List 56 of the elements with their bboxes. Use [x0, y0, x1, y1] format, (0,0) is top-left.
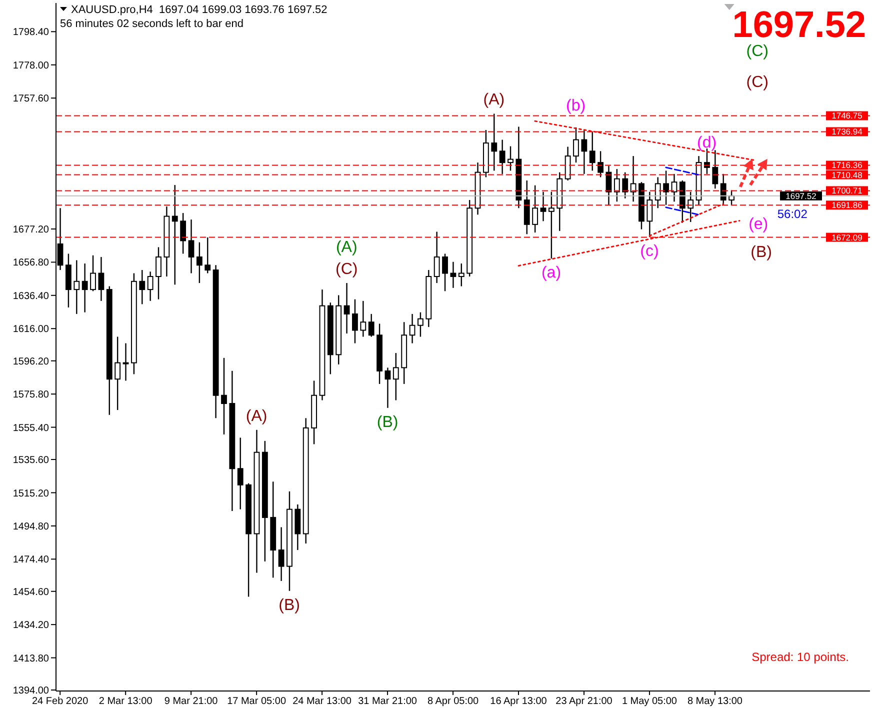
- y-tick-label: 1798.40: [12, 27, 50, 38]
- ref-line-label: 1697.52: [786, 190, 817, 201]
- annotation: (c): [640, 242, 659, 260]
- y-tick-label: 1555.40: [12, 422, 50, 434]
- y-tick-label: 1778.00: [12, 60, 50, 72]
- annotation: (A): [483, 91, 505, 108]
- y-tick-label: 1677.20: [12, 224, 50, 236]
- ref-line-label: 1710.48: [832, 170, 863, 180]
- y-tick-label: 1757.60: [12, 94, 50, 105]
- ref-line-label: 1672.09: [832, 232, 863, 242]
- annotation: (B): [750, 243, 772, 260]
- annotation: (B): [376, 413, 398, 430]
- y-tick-label: 1413.80: [12, 653, 50, 664]
- y-tick-label: 1535.60: [12, 455, 50, 466]
- y-tick-label: 1494.80: [12, 521, 50, 532]
- chart-title: XAUUSD.pro,H4 1697.04 1699.03 1693.76 1697.52: [71, 4, 328, 16]
- y-tick-label: 1474.40: [12, 554, 50, 566]
- ref-line-label: 1736.94: [832, 126, 863, 137]
- x-tick-label: 16 Apr 13:00: [490, 696, 548, 708]
- text: 56:02: [777, 206, 808, 221]
- ref-line-label: 1716.36: [832, 160, 863, 170]
- y-tick-label: 1394.00: [12, 686, 50, 697]
- annotation: (C): [746, 42, 768, 60]
- x-tick-label: 2 Mar 13:00: [98, 696, 153, 708]
- ref-line-label: 1700.71: [832, 186, 863, 196]
- y-tick-label: 1636.40: [12, 290, 50, 302]
- annotation: (C): [335, 260, 358, 278]
- ref-line-label: 1746.75: [832, 110, 863, 121]
- y-tick-label: 1454.60: [12, 586, 50, 598]
- annotation: (e): [748, 215, 768, 232]
- x-tick-label: 8 May 13:00: [687, 696, 743, 708]
- y-tick-label: 1515.20: [12, 488, 50, 500]
- annotation: (C): [746, 73, 768, 90]
- x-tick-label: 9 Mar 21:00: [164, 696, 218, 708]
- y-tick-label: 1656.80: [12, 258, 50, 269]
- x-tick-label: 23 Apr 21:00: [556, 696, 613, 708]
- y-tick-label: 1616.00: [12, 324, 50, 336]
- annotation: (B): [278, 596, 300, 614]
- annotation: Spread: 10 points.: [752, 650, 849, 664]
- x-tick-label: 17 Mar 05:00: [227, 696, 286, 708]
- x-tick-label: 8 Apr 05:00: [427, 696, 480, 708]
- y-tick-label: 1434.20: [12, 620, 50, 632]
- annotation: (a): [541, 264, 562, 282]
- y-tick-label: 1575.80: [12, 390, 50, 401]
- text: 56 minutes 02 seconds left to bar end: [60, 18, 244, 30]
- x-tick-label: 31 Mar 21:00: [358, 696, 418, 708]
- ref-line-label: 1691.86: [832, 200, 863, 210]
- x-tick-label: 1 May 05:00: [622, 696, 678, 708]
- x-tick-label: 24 Feb 2020: [32, 696, 89, 708]
- annotation: 1697.52: [732, 4, 866, 44]
- annotation: (d): [697, 134, 717, 152]
- x-tick-label: 24 Mar 13:00: [292, 696, 352, 708]
- annotation: (A): [336, 238, 358, 256]
- annotation: (A): [246, 407, 268, 424]
- y-tick-label: 1596.20: [12, 356, 50, 368]
- annotation: (b): [566, 96, 586, 114]
